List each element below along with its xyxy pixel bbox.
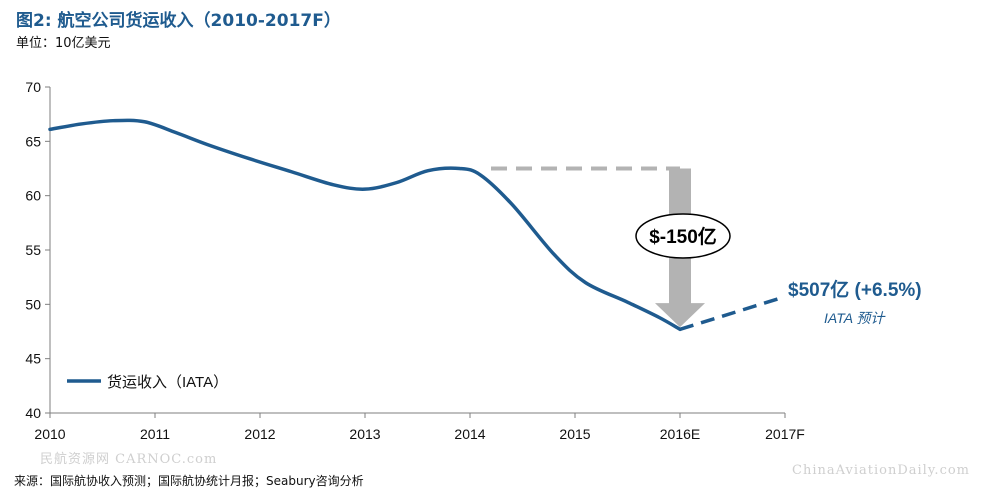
x-tick-label: 2012	[244, 426, 275, 442]
drop-callout-label: $-150亿	[649, 225, 717, 248]
drop-callout-ellipse	[635, 213, 731, 259]
legend-label: 货运收入（IATA）	[107, 374, 228, 391]
forecast-label: $507亿 (+6.5%)	[788, 278, 922, 301]
x-tick-label: 2010	[34, 426, 65, 442]
watermark-left: 民航资源网 CARNOC.com	[40, 452, 218, 467]
y-tick-label: 60	[25, 188, 41, 204]
x-tick-label: 2017F	[765, 426, 805, 442]
forecast-sublabel: IATA 预计	[824, 310, 886, 326]
forecast-series-line	[679, 295, 786, 331]
x-tick-label: 2014	[454, 426, 485, 442]
source-note: 来源：国际航协收入预测；国际航协统计月报；Seabury咨询分析	[14, 474, 364, 488]
y-tick-label: 70	[25, 79, 41, 95]
x-tick-label: 2016E	[660, 426, 700, 442]
y-tick-label: 40	[25, 405, 41, 421]
x-tick-label: 2015	[559, 426, 590, 442]
watermark-right: ChinaAviationDaily.com	[792, 463, 970, 478]
y-tick-label: 50	[25, 296, 41, 312]
y-tick-label: 55	[25, 242, 41, 258]
chart-title: 图2: 航空公司货运收入（2010-2017F）	[16, 11, 341, 31]
unit-label: 单位：10亿美元	[16, 36, 111, 51]
revenue-series-line	[48, 118, 682, 332]
y-tick-label: 65	[25, 133, 41, 149]
x-tick-label: 2011	[140, 426, 170, 442]
y-tick-label: 45	[25, 351, 41, 367]
x-tick-label: 2013	[349, 426, 380, 442]
